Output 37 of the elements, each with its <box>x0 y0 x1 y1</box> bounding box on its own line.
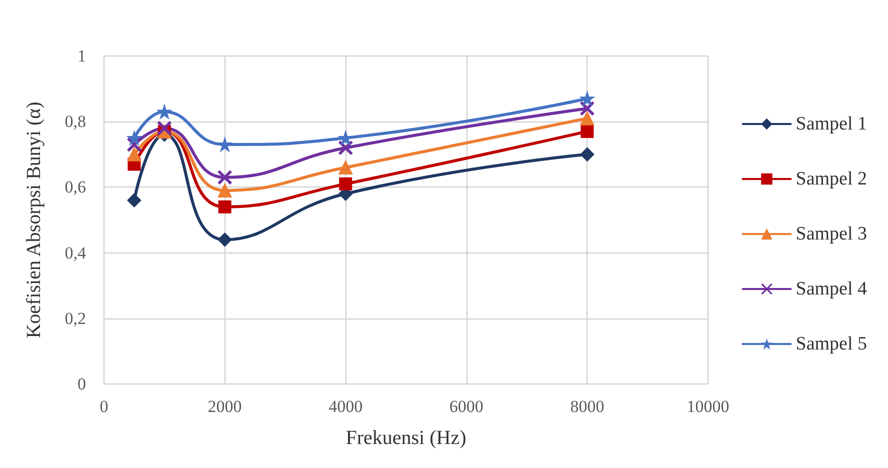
x-tick-label: 2000 <box>208 397 242 416</box>
point <box>338 160 353 175</box>
x-tick-label: 10000 <box>686 397 730 416</box>
point <box>580 111 594 126</box>
point <box>218 138 232 152</box>
x-axis-title: Frekuensi (Hz) <box>346 427 466 449</box>
point <box>157 104 172 119</box>
y-tick-label: 0,4 <box>64 243 86 262</box>
y-axis-title: Koefisien Absorpsi Bunyi (α) <box>23 102 45 338</box>
x-tick-label: 8000 <box>570 397 604 416</box>
point <box>127 131 142 145</box>
legend-label: Sampel 1 <box>796 114 868 134</box>
point <box>218 183 232 198</box>
point <box>580 124 594 138</box>
y-tick-label: 0,8 <box>64 112 86 132</box>
x-tick-label: 0 <box>100 397 108 416</box>
point <box>580 147 594 162</box>
point <box>218 200 232 214</box>
y-tick-label: 0,2 <box>64 308 86 328</box>
legend-label: Sampel 4 <box>796 278 868 300</box>
point <box>580 101 594 116</box>
y-tick-label: 1 <box>78 46 86 66</box>
y-tick-label: 0,6 <box>64 178 86 197</box>
point <box>338 140 353 155</box>
point <box>127 193 142 208</box>
y-tick-label: 0 <box>78 374 86 394</box>
point <box>127 147 142 162</box>
point <box>580 92 594 106</box>
point <box>218 170 232 184</box>
legend-label: Sampel 3 <box>796 224 868 244</box>
x-tick-label: 6000 <box>449 397 484 416</box>
point <box>339 177 352 190</box>
legend-label: Sampel 5 <box>796 334 868 354</box>
point <box>157 121 172 136</box>
x-tick-label: 4000 <box>328 397 363 416</box>
legend-label: Sampel 2 <box>796 168 868 190</box>
point <box>218 232 232 247</box>
